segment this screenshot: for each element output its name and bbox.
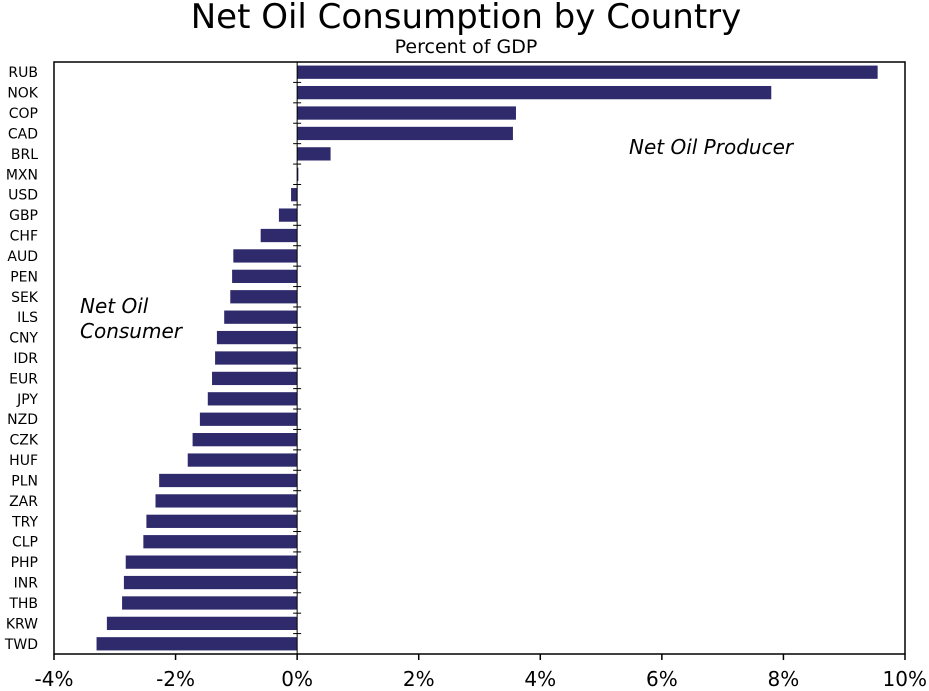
category-label-inr: INR: [14, 576, 39, 592]
bar-pln: [159, 473, 298, 488]
bar-nzd: [199, 412, 298, 426]
bar-eur: [212, 371, 298, 386]
category-label-try: TRY: [11, 514, 38, 530]
bar-php: [125, 555, 298, 569]
bar-cad: [297, 126, 513, 141]
category-label-aud: AUD: [7, 249, 38, 265]
category-label-thb: THB: [8, 596, 38, 612]
category-label-eur: EUR: [9, 371, 38, 387]
bar-idr: [215, 351, 298, 365]
bar-rub: [297, 65, 878, 79]
x-tick-label: 2%: [403, 667, 435, 691]
category-label-cny: CNY: [9, 331, 38, 347]
category-label-chf: CHF: [10, 229, 38, 245]
category-label-pln: PLN: [11, 473, 38, 489]
category-label-sek: SEK: [11, 290, 39, 306]
annotation-net-oil: Net Oil: [80, 294, 149, 318]
annotation-net-oil-producer: Net Oil Producer: [629, 135, 795, 159]
category-label-brl: BRL: [11, 147, 38, 163]
x-tick-label: 0%: [281, 667, 313, 691]
category-label-ils: ILS: [17, 310, 38, 326]
category-label-twd: TWD: [4, 637, 38, 653]
bar-sek: [230, 290, 298, 304]
category-label-usd: USD: [8, 188, 38, 204]
bar-try: [146, 514, 298, 528]
bar-huf: [187, 453, 298, 467]
category-label-jpy: JPY: [16, 392, 38, 408]
category-label-rub: RUB: [8, 65, 38, 81]
category-label-php: PHP: [11, 555, 38, 571]
bar-chf: [260, 228, 298, 243]
bar-krw: [106, 616, 298, 631]
category-label-nok: NOK: [7, 86, 38, 102]
bar-clp: [143, 535, 298, 549]
bar-brl: [297, 147, 331, 161]
bar-aud: [233, 249, 298, 263]
bar-pen: [232, 269, 298, 283]
x-tick-label: 10%: [883, 667, 927, 691]
category-label-mxn: MXN: [6, 167, 38, 183]
bar-inr: [123, 575, 298, 590]
annotation-consumer: Consumer: [80, 319, 184, 343]
category-label-cad: CAD: [8, 126, 38, 142]
x-tick-label: -2%: [156, 667, 195, 691]
bar-czk: [192, 433, 298, 447]
category-label-czk: CZK: [9, 433, 38, 449]
category-label-krw: KRW: [6, 616, 38, 632]
x-tick-label: 6%: [646, 667, 678, 691]
bar-ils: [224, 310, 298, 324]
bar-twd: [96, 637, 298, 651]
bar-gbp: [278, 208, 298, 222]
bar-nok: [297, 85, 772, 100]
bar-thb: [122, 596, 298, 610]
category-label-idr: IDR: [13, 351, 38, 367]
category-label-huf: HUF: [9, 453, 38, 469]
category-label-nzd: NZD: [7, 412, 38, 428]
x-tick-label: 4%: [524, 667, 556, 691]
category-label-pen: PEN: [10, 269, 38, 285]
bar-cop: [297, 106, 516, 120]
x-axis-ticks: -4% -2% 0% 2% 4% 6% 8% 10%: [35, 654, 927, 691]
category-labels: RUB NOK COP CAD BRL MXN USD GBP CHF AUD PEN SEK ILS C…: [4, 65, 39, 653]
category-label-zar: ZAR: [9, 494, 38, 510]
bar-jpy: [207, 392, 298, 406]
category-label-gbp: GBP: [9, 208, 38, 224]
bar-mxn: [297, 167, 299, 181]
x-tick-label: -4%: [35, 667, 74, 691]
plot-frame: [53, 61, 906, 655]
category-label-clp: CLP: [12, 535, 38, 551]
bar-group: [96, 65, 878, 651]
bar-usd: [291, 188, 298, 202]
x-tick-label: 8%: [768, 667, 800, 691]
category-label-cop: COP: [9, 106, 38, 122]
chart-title: Net Oil Consumption by Country: [191, 0, 742, 37]
chart-subtitle: Percent of GDP: [395, 36, 538, 58]
bar-cny: [216, 330, 298, 345]
bar-zar: [155, 494, 298, 508]
category-tick-marks: [293, 61, 302, 635]
